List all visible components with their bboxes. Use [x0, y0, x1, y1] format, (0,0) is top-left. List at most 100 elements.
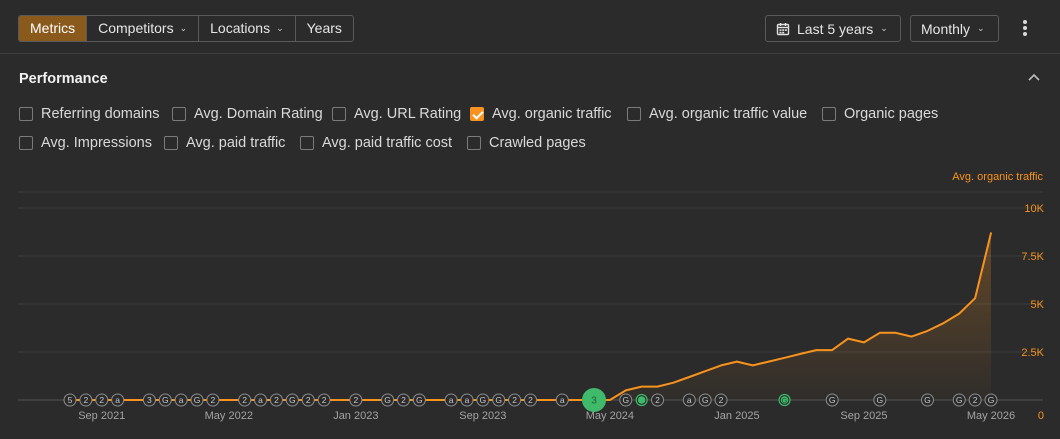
- event-marker-circle: [285, 393, 299, 407]
- checkbox[interactable]: [19, 107, 33, 121]
- event-marker[interactable]: G: [492, 393, 506, 407]
- event-marker[interactable]: 2: [269, 393, 283, 407]
- tab-label: Competitors: [98, 20, 174, 36]
- chevron-down-icon: ⌄: [276, 23, 284, 33]
- checkbox-checked[interactable]: [470, 107, 484, 121]
- metric-avg-impressions[interactable]: Avg. Impressions: [19, 135, 152, 151]
- event-marker[interactable]: 2: [238, 393, 252, 407]
- period-dropdown[interactable]: Last 5 years ⌄: [765, 15, 901, 42]
- event-marker[interactable]: G: [381, 393, 395, 407]
- event-marker[interactable]: G: [873, 393, 887, 407]
- event-marker[interactable]: a: [111, 393, 125, 407]
- data-point: [370, 399, 373, 401]
- event-marker[interactable]: 2: [301, 393, 315, 407]
- metric-avg-organic-traffic[interactable]: Avg. organic traffic: [470, 106, 612, 122]
- tab-locations[interactable]: Locations ⌄: [199, 16, 296, 41]
- event-marker[interactable]: 2: [714, 393, 728, 407]
- traffic-area: [70, 233, 991, 400]
- checkbox[interactable]: [19, 136, 33, 150]
- metric-avg-url-rating[interactable]: Avg. URL Rating: [332, 106, 461, 122]
- event-marker[interactable]: 2: [968, 393, 982, 407]
- event-marker[interactable]: G: [952, 393, 966, 407]
- event-marker[interactable]: G: [412, 393, 426, 407]
- event-marker-label: 2: [401, 395, 406, 405]
- event-marker-circle: [190, 393, 204, 407]
- metric-avg-organic-traffic-value[interactable]: Avg. organic traffic value: [627, 106, 807, 122]
- event-marker[interactable]: a: [174, 393, 188, 407]
- event-marker-label: G: [495, 395, 502, 405]
- event-marker[interactable]: 2: [79, 393, 93, 407]
- event-marker[interactable]: G: [158, 393, 172, 407]
- x-tick-label: Sep 2025: [840, 410, 887, 422]
- event-marker-label: 2: [528, 395, 533, 405]
- tab-metrics[interactable]: Metrics: [19, 16, 88, 41]
- checkbox[interactable]: [172, 107, 186, 121]
- chevron-up-icon[interactable]: [1026, 69, 1042, 85]
- interval-label: Monthly: [921, 20, 971, 37]
- event-marker[interactable]: 2: [524, 393, 537, 407]
- event-marker[interactable]: G: [285, 393, 299, 407]
- event-marker[interactable]: a: [555, 393, 569, 407]
- event-marker-label: 2: [211, 395, 216, 405]
- event-marker[interactable]: G: [619, 393, 633, 407]
- event-marker-label: 2: [84, 395, 89, 405]
- event-marker[interactable]: 5: [63, 393, 77, 407]
- event-marker[interactable]: 2: [349, 393, 363, 407]
- checkbox[interactable]: [300, 136, 314, 150]
- event-marker[interactable]: 3: [142, 393, 156, 407]
- event-marker[interactable]: a: [460, 393, 474, 407]
- event-marker[interactable]: [635, 393, 648, 407]
- event-marker[interactable]: G: [778, 393, 791, 407]
- checkbox[interactable]: [332, 107, 346, 121]
- metric-avg-domain-rating[interactable]: Avg. Domain Rating: [172, 106, 323, 122]
- checkbox[interactable]: [467, 136, 481, 150]
- data-point: [990, 232, 992, 234]
- event-marker[interactable]: 2: [651, 393, 665, 407]
- event-marker[interactable]: G: [984, 393, 998, 407]
- more-options-icon[interactable]: [1017, 18, 1033, 38]
- y-tick-label: 0: [1038, 410, 1044, 422]
- metric-label: Avg. Impressions: [41, 135, 152, 151]
- checkbox[interactable]: [822, 107, 836, 121]
- event-marker[interactable]: 2: [317, 393, 331, 407]
- chevron-down-icon: ⌄: [880, 23, 888, 33]
- event-marker[interactable]: G: [698, 393, 712, 407]
- event-marker-circle: [508, 393, 522, 407]
- metric-avg-paid-traffic-cost[interactable]: Avg. paid traffic cost: [300, 135, 452, 151]
- metric-organic-pages[interactable]: Organic pages: [822, 106, 938, 122]
- event-marker[interactable]: 3: [582, 388, 607, 412]
- checkbox[interactable]: [627, 107, 641, 121]
- tab-competitors[interactable]: Competitors ⌄: [87, 16, 200, 41]
- metric-referring-domains[interactable]: Referring domains: [19, 106, 159, 122]
- event-marker-circle: [158, 393, 172, 407]
- event-marker[interactable]: G: [476, 393, 490, 407]
- metric-avg-paid-traffic[interactable]: Avg. paid traffic: [164, 135, 285, 151]
- checkbox[interactable]: [164, 136, 178, 150]
- event-marker-label: G: [384, 395, 391, 405]
- event-marker[interactable]: G: [190, 393, 204, 407]
- event-marker[interactable]: a: [682, 393, 696, 407]
- event-marker-circle: [619, 393, 633, 407]
- data-point: [720, 364, 722, 367]
- series-name-label: Avg. organic traffic: [952, 171, 1043, 183]
- chevron-down-icon: ⌄: [977, 23, 985, 33]
- interval-dropdown[interactable]: Monthly ⌄: [910, 15, 999, 42]
- event-marker[interactable]: 2: [206, 393, 220, 407]
- chevron-down-icon: ⌄: [179, 23, 188, 33]
- event-marker-label: 3: [591, 396, 597, 407]
- event-marker[interactable]: 2: [95, 393, 109, 407]
- event-marker-circle: [682, 393, 696, 407]
- metric-crawled-pages[interactable]: Crawled pages: [467, 135, 586, 151]
- event-marker[interactable]: G: [825, 393, 839, 407]
- event-marker-label: G: [194, 395, 201, 405]
- event-marker[interactable]: a: [444, 393, 458, 407]
- event-marker-circle: [444, 393, 458, 407]
- data-point: [942, 322, 945, 325]
- tab-years[interactable]: Years: [296, 16, 353, 41]
- data-point: [799, 353, 802, 355]
- event-marker-label: 2: [512, 395, 517, 405]
- event-marker[interactable]: 2: [396, 393, 410, 407]
- event-marker[interactable]: 2: [508, 393, 522, 407]
- event-marker[interactable]: a: [254, 393, 268, 407]
- event-marker[interactable]: G: [920, 393, 934, 407]
